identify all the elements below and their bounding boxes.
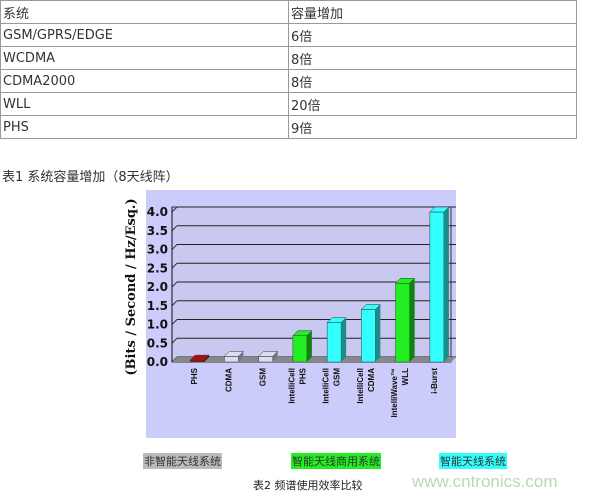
legend-smart: 智能天线系统 <box>439 453 507 469</box>
floor <box>172 357 456 362</box>
y-tick-label: 2.0 <box>147 280 168 294</box>
cell: WLL <box>0 92 289 116</box>
bar-side <box>443 207 449 362</box>
x-tick-label: PHS <box>190 367 199 384</box>
bar-top <box>258 351 279 357</box>
table-row: WLL 20倍 <box>0 92 577 116</box>
grid-diag <box>171 244 178 250</box>
table1-caption: 表1 系统容量增加（8天线阵） <box>2 170 179 185</box>
x-tick-label: CDMA <box>367 368 376 392</box>
grid-diag <box>171 337 178 344</box>
bar <box>395 283 410 363</box>
bar-side <box>341 317 347 362</box>
cell: 6倍 <box>288 23 577 47</box>
table-row: WCDMA 8倍 <box>0 46 577 70</box>
y-tick-label: 3.0 <box>147 243 168 257</box>
bar-side <box>375 304 381 362</box>
table-header-row: 系统 容量增加 <box>0 0 577 24</box>
bar-top <box>429 206 450 213</box>
grid-diag <box>171 281 178 288</box>
y-tick-label: 1.5 <box>147 299 168 313</box>
watermark: www.cntronics.com <box>412 472 558 491</box>
bar <box>292 335 308 363</box>
table-row: CDMA2000 8倍 <box>0 69 577 93</box>
capacity-table: 系统 容量增加 GSM/GPRS/EDGE 6倍 WCDMA 8倍 CDMA2000… <box>0 0 577 139</box>
bar-top <box>292 330 313 336</box>
cell: PHS <box>0 115 289 139</box>
cell: 8倍 <box>288 46 577 70</box>
bar-side <box>409 278 415 362</box>
grid-diag <box>171 300 178 307</box>
legend-label: 智能天线商用系统 <box>292 455 380 468</box>
grid-diag <box>171 225 178 232</box>
x-tick-label: PHS <box>298 367 307 384</box>
bar-side <box>306 330 312 362</box>
x-tick-label: IntelliWave™ <box>390 368 399 418</box>
x-tick-label: i-Burst <box>430 368 439 394</box>
bar-top <box>189 354 210 361</box>
cell: 8倍 <box>288 69 577 93</box>
y-tick-label: 1.0 <box>147 318 168 332</box>
x-tick-label: IntelliCell <box>322 368 331 404</box>
y-tick-label: 0.5 <box>147 336 168 350</box>
x-tick-label: WLL <box>401 368 410 385</box>
y-tick-label: 2.5 <box>147 261 168 275</box>
grid-diag <box>171 206 178 213</box>
grid-diag <box>171 262 178 269</box>
bar <box>189 359 205 363</box>
x-tick-label: GSM <box>259 368 268 387</box>
cell: CDMA2000 <box>0 69 289 93</box>
table-row: PHS 9倍 <box>0 115 577 139</box>
grid-diag <box>171 319 178 325</box>
y-tick-label: 0.0 <box>147 355 168 369</box>
cell: 9倍 <box>288 115 577 139</box>
bar-side <box>204 355 210 362</box>
bar-top <box>223 351 244 357</box>
legend-label: 智能天线系统 <box>440 455 506 468</box>
bar-top <box>395 278 416 284</box>
chart-caption: 表2 频谱使用效率比较 <box>253 479 363 492</box>
bar-top <box>360 304 381 310</box>
bar-top <box>326 317 347 323</box>
bar <box>361 309 376 363</box>
legend-non-smart: 非智能天线系统 <box>143 453 222 469</box>
header-cell: 系统 <box>0 0 289 24</box>
x-tick-label: IntelliCell <box>356 368 365 404</box>
x-tick-label: IntelliCell <box>287 368 296 404</box>
legend-label: 非智能天线系统 <box>144 455 221 468</box>
bar <box>429 211 445 363</box>
header-cell: 容量增加 <box>288 0 577 24</box>
y-tick-label: 4.0 <box>147 205 168 219</box>
bar-side <box>272 351 278 362</box>
x-tick-label: GSM <box>333 368 342 387</box>
y-tick-label: 3.5 <box>147 224 168 238</box>
x-tick-label: CDMA <box>224 368 233 392</box>
legend-smart-commercial: 智能天线商用系统 <box>291 453 381 469</box>
table-row: GSM/GPRS/EDGE 6倍 <box>0 23 577 47</box>
bar <box>258 356 273 363</box>
cell: 20倍 <box>288 92 577 116</box>
y-axis-label: (Bits / Second / Hz/Esq.) <box>124 198 139 375</box>
bar-side <box>238 351 244 362</box>
bar <box>326 322 342 363</box>
bar <box>224 356 239 363</box>
